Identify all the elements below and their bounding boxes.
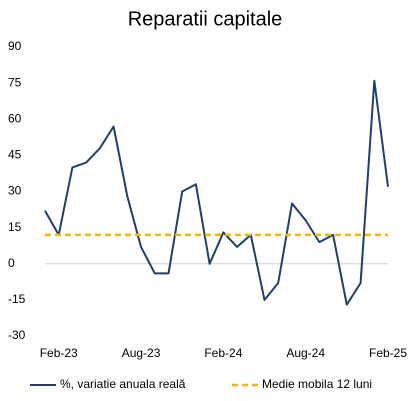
y-tick-label: 90 — [8, 39, 22, 53]
chart-title: Reparatii capitale — [128, 8, 283, 30]
legend-label: Medie mobila 12 luni — [262, 377, 372, 391]
legend-label: %, variatie anuala reală — [60, 377, 186, 391]
y-tick-label: 15 — [8, 220, 22, 234]
x-tick-label: Feb-24 — [204, 346, 242, 360]
x-tick-label: Feb-25 — [369, 346, 407, 360]
y-tick-label: 45 — [8, 148, 22, 162]
y-tick-label: 60 — [8, 111, 22, 125]
y-tick-label: -15 — [8, 292, 26, 306]
y-tick-label: 30 — [8, 184, 22, 198]
x-tick-label: Feb-23 — [40, 346, 78, 360]
x-tick-label: Aug-23 — [122, 346, 161, 360]
y-tick-label: 75 — [8, 75, 22, 89]
y-tick-label: -30 — [8, 328, 26, 342]
y-tick-label: 0 — [8, 256, 15, 270]
x-tick-label: Aug-24 — [286, 346, 325, 360]
series-line — [44, 79, 389, 306]
